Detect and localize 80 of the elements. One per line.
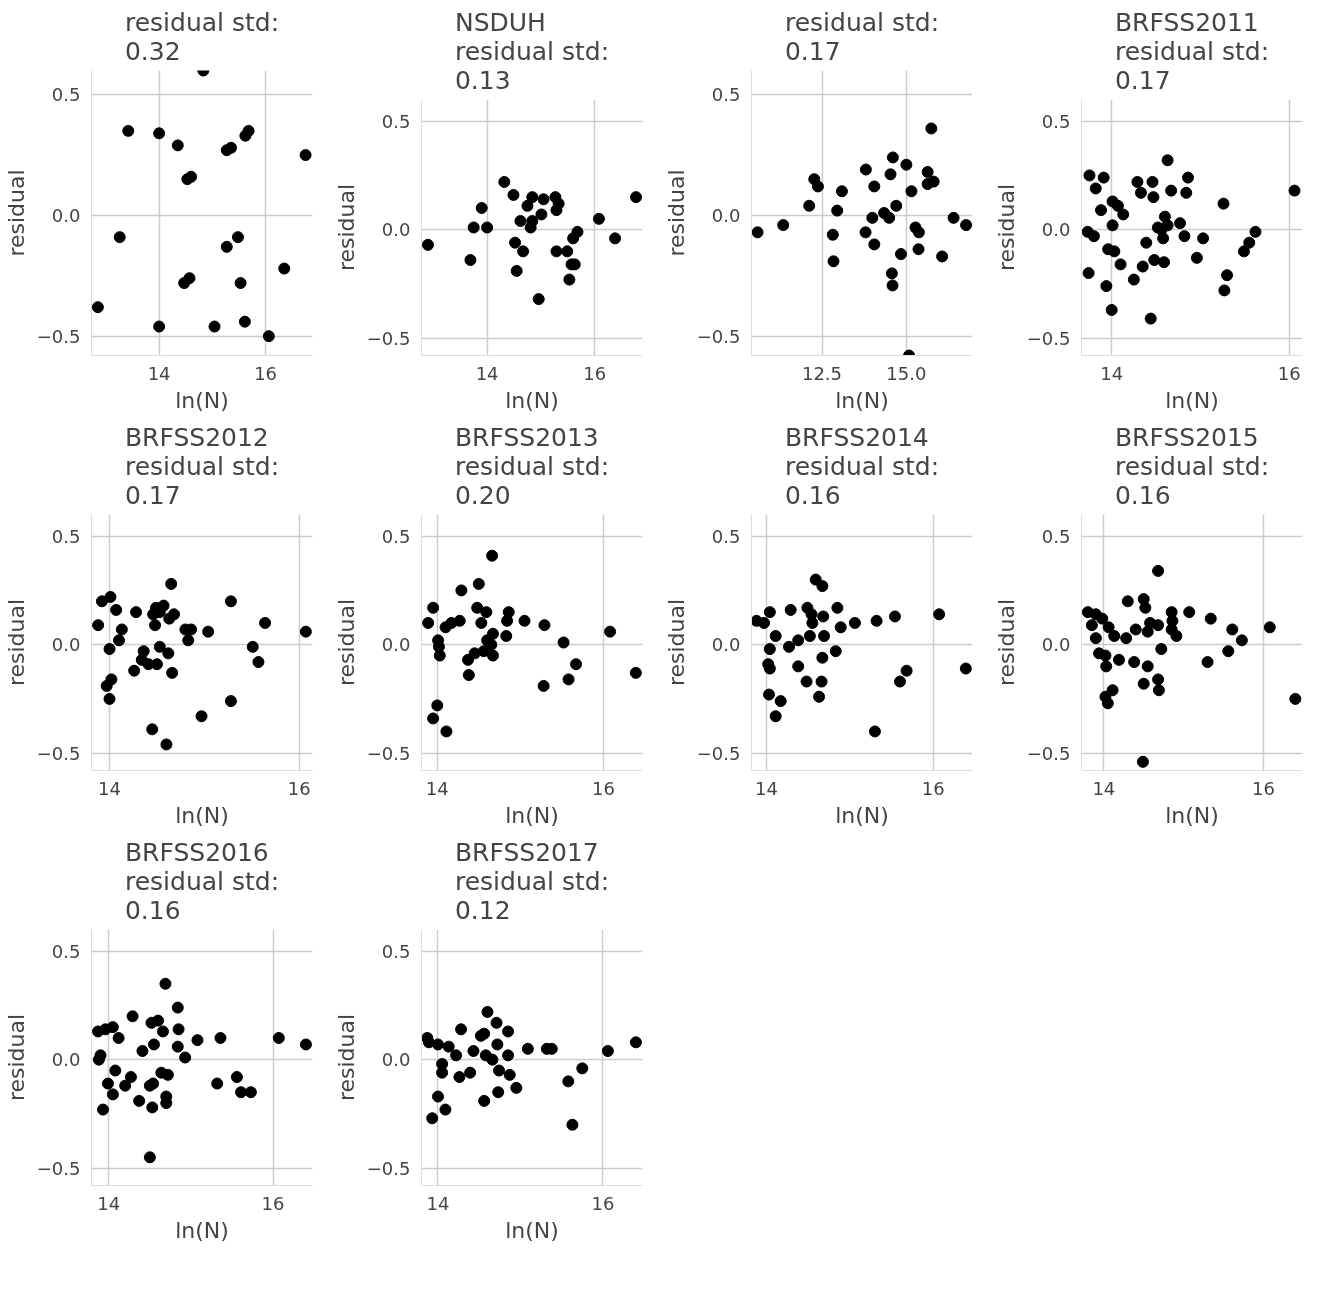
x-axis-title: ln(N)	[505, 802, 559, 828]
y-tick-label: 0.5	[1041, 110, 1071, 132]
y-tick-label: 0.0	[381, 219, 411, 241]
x-tick-label: 16	[592, 777, 615, 799]
y-tick-label: 0.0	[1041, 634, 1071, 656]
x-tick-label: 14	[425, 777, 449, 799]
y-tick-label: 0.0	[51, 634, 81, 656]
x-tick-label: 14	[475, 362, 499, 384]
y-axis-title: residual	[333, 598, 359, 687]
y-tick-label: 0.5	[51, 525, 81, 547]
y-tick-label: 0.0	[711, 204, 741, 226]
x-tick-label: 16	[261, 1192, 285, 1214]
y-tick-label: −0.5	[1026, 742, 1071, 764]
x-tick-label: 16	[1277, 362, 1301, 384]
y-tick-label: 0.5	[381, 525, 411, 547]
x-tick-label: 15.0	[886, 362, 927, 384]
y-axis-title: residual	[333, 1013, 359, 1102]
y-tick-label: 0.0	[1041, 219, 1071, 241]
x-tick-label: 16	[287, 777, 311, 799]
y-tick-label: −0.5	[366, 1157, 411, 1179]
chart-title: NSDUH residual std: 0.13	[454, 7, 610, 95]
y-tick-label: 0.5	[711, 84, 741, 106]
chart-title: BRFSS2012 residual std: 0.17	[124, 422, 280, 510]
y-axis-title: residual	[3, 169, 29, 257]
y-tick-label: −0.5	[366, 327, 411, 349]
x-axis-title: ln(N)	[835, 387, 889, 413]
y-axis-title: residual	[333, 183, 359, 272]
chart-title: BRFSS2017 residual std: 0.12	[454, 837, 610, 925]
chart-title: BRFSS2014 residual std: 0.16	[784, 422, 940, 510]
y-axis-title: residual	[3, 1013, 29, 1102]
y-axis-title: residual	[3, 598, 29, 687]
y-tick-label: −0.5	[36, 742, 81, 764]
chart-title: BRFSS2015 residual std: 0.16	[1114, 422, 1270, 510]
x-tick-label: 16	[921, 777, 945, 799]
x-tick-label: 14	[426, 1192, 450, 1214]
y-tick-label: −0.5	[696, 742, 741, 764]
x-tick-label: 14	[1100, 362, 1124, 384]
chart-title: residual std: 0.32	[124, 7, 280, 66]
x-axis-title: ln(N)	[175, 387, 229, 413]
y-tick-label: −0.5	[366, 742, 411, 764]
y-tick-label: −0.5	[696, 325, 741, 347]
x-tick-label: 14	[1092, 777, 1116, 799]
x-tick-label: 14	[98, 777, 121, 799]
x-axis-title: ln(N)	[175, 1217, 229, 1243]
x-tick-label: 16	[583, 362, 607, 384]
y-axis-title: residual	[663, 598, 689, 687]
y-tick-label: 0.5	[711, 525, 741, 547]
x-axis-title: ln(N)	[1165, 387, 1219, 413]
y-tick-label: −0.5	[36, 325, 81, 347]
chart-title: residual std: 0.17	[784, 7, 940, 66]
x-tick-label: 12.5	[801, 362, 843, 384]
chart-title: BRFSS2016 residual std: 0.16	[124, 837, 280, 925]
y-tick-label: 0.0	[711, 634, 741, 656]
x-axis-title: ln(N)	[505, 387, 559, 413]
x-tick-label: 14	[147, 362, 171, 384]
y-tick-label: 0.5	[51, 940, 81, 962]
y-tick-label: −0.5	[1026, 327, 1071, 349]
y-axis-title: residual	[663, 169, 689, 257]
y-axis-title: residual	[993, 183, 1019, 272]
x-axis-title: ln(N)	[1165, 802, 1219, 828]
y-tick-label: 0.5	[51, 84, 81, 106]
chart-title: BRFSS2011 residual std: 0.17	[1114, 7, 1270, 95]
y-tick-label: 0.0	[51, 204, 81, 226]
y-tick-label: 0.0	[51, 1049, 81, 1071]
y-axis-title: residual	[993, 598, 1019, 687]
y-tick-label: 0.5	[381, 110, 411, 132]
y-tick-label: 0.0	[381, 1049, 411, 1071]
x-tick-label: 14	[755, 777, 778, 799]
x-axis-title: ln(N)	[835, 802, 889, 828]
y-tick-label: 0.5	[1041, 525, 1071, 547]
x-tick-label: 16	[254, 362, 278, 384]
x-axis-title: ln(N)	[175, 802, 229, 828]
y-tick-label: 0.5	[381, 940, 411, 962]
chart-title: BRFSS2013 residual std: 0.20	[454, 422, 610, 510]
y-tick-label: −0.5	[36, 1157, 81, 1179]
x-tick-label: 16	[591, 1192, 615, 1214]
x-tick-label: 16	[1251, 777, 1275, 799]
x-axis-title: ln(N)	[505, 1217, 559, 1243]
y-tick-label: 0.0	[381, 634, 411, 656]
x-tick-label: 14	[97, 1192, 121, 1214]
